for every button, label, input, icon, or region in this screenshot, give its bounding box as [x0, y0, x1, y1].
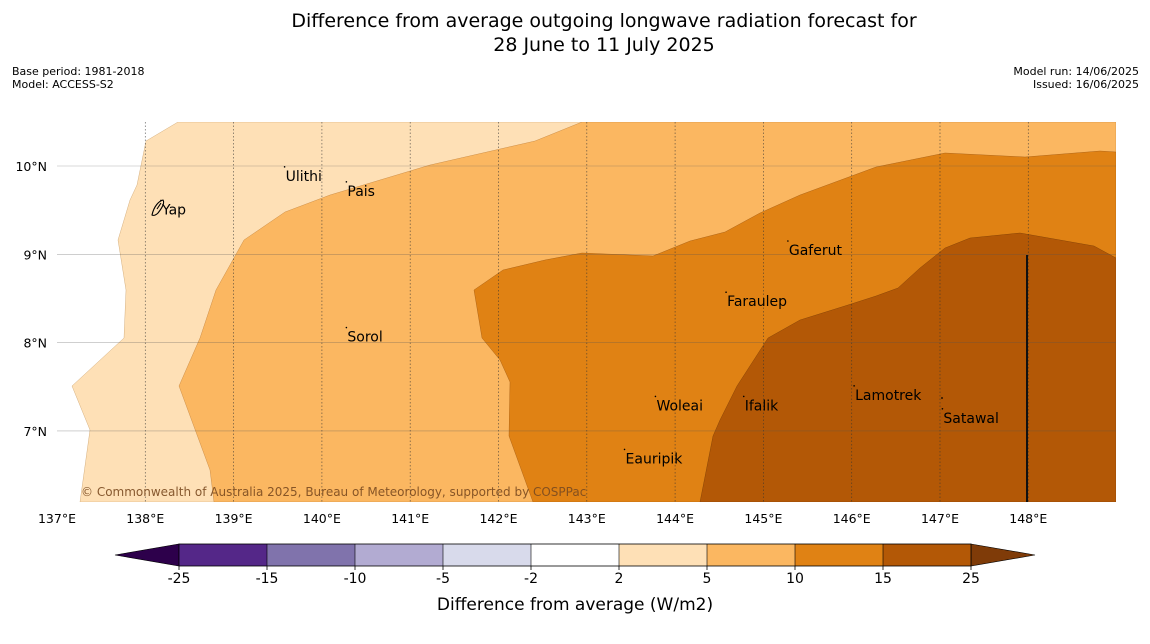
lon-tick-label: 137°E: [38, 511, 76, 526]
place-label: Lamotrek: [855, 388, 922, 404]
base-info: Base period: 1981-2018 Model: ACCESS-S2: [12, 65, 144, 91]
map-panel: [57, 122, 1116, 502]
colorbar-swatch: [179, 544, 267, 566]
colorbar-underflow-arrow: [114, 543, 180, 567]
yap-island-outline: [151, 199, 165, 216]
model-run-text: Model run: 14/06/2025: [1013, 65, 1139, 78]
place-label: Ifalik: [745, 398, 779, 414]
place-marker: [853, 385, 855, 387]
colorbar-tick-label: -15: [256, 571, 279, 587]
copyright-notice: © Commonwealth of Australia 2025, Bureau…: [81, 485, 586, 499]
title-line-2: 28 June to 11 July 2025: [493, 34, 715, 56]
colorbar-swatch: [707, 544, 795, 566]
place-marker: [941, 407, 944, 410]
colorbar-tick-label: 25: [962, 571, 980, 587]
place-marker: [623, 448, 626, 451]
colorbar-swatch: [883, 544, 971, 566]
lon-tick-label: 147°E: [921, 511, 959, 526]
colorbar-tick-label: 10: [786, 571, 804, 587]
map-gridlines: [57, 122, 1116, 502]
place-labels: Yap Ulithi Pais Gaferut Faraulep Sorol Woleai I…: [160, 166, 999, 467]
place-label: Woleai: [656, 398, 703, 414]
colorbar-tick-label: -2: [524, 571, 538, 587]
lon-tick-label: 145°E: [744, 511, 782, 526]
place-marker: [725, 291, 727, 294]
place-marker: [283, 166, 286, 168]
colorbar-tick-label: -10: [344, 571, 367, 587]
lon-tick-label: 142°E: [479, 511, 517, 526]
map-title: Difference from average outgoing longwav…: [0, 9, 1150, 57]
colorbar-swatch: [531, 544, 619, 566]
colorbar-tick-label: 2: [615, 571, 624, 587]
colorbar-overflow-arrow: [970, 543, 1036, 567]
place-label: Ulithi: [286, 169, 322, 185]
colorbar-tick-label: -25: [168, 571, 191, 587]
place-marker: [742, 395, 745, 398]
lon-tick-label: 140°E: [303, 511, 341, 526]
colorbar-swatch: [619, 544, 707, 566]
lon-tick-label: 144°E: [656, 511, 694, 526]
model-text: Model: ACCESS-S2: [12, 78, 114, 91]
colorbar-tick-label: 15: [874, 571, 892, 587]
colorbar-frame: [178, 543, 972, 567]
issued-text: Issued: 16/06/2025: [1032, 78, 1139, 91]
colorbar-swatch: [795, 544, 883, 566]
lon-tick-label: 139°E: [215, 511, 253, 526]
place-marker: [345, 181, 348, 183]
lon-tick-label: 146°E: [833, 511, 871, 526]
colorbar-swatch: [443, 544, 531, 566]
place-label: Sorol: [347, 330, 382, 346]
lat-tick-label: 8°N: [23, 336, 47, 351]
lon-tick-label: 148°E: [1009, 511, 1047, 526]
run-info: Model run: 14/06/2025 Issued: 16/06/2025: [1013, 65, 1139, 91]
place-marker: [654, 395, 657, 398]
title-line-1: Difference from average outgoing longwav…: [291, 10, 917, 32]
colorbar-label: Difference from average (W/m2): [437, 595, 713, 615]
latitude-tick-labels: 10°N 9°N 8°N 7°N: [15, 159, 47, 439]
place-label: Gaferut: [789, 243, 843, 259]
place-label: Pais: [347, 184, 375, 200]
place-label: Satawal: [943, 411, 998, 427]
lon-tick-label: 138°E: [126, 511, 164, 526]
lon-tick-label: 143°E: [568, 511, 606, 526]
lat-tick-label: 7°N: [23, 424, 47, 439]
colorbar-tick-label: -5: [436, 571, 450, 587]
place-label: Eauripik: [626, 451, 684, 467]
lat-tick-label: 9°N: [23, 247, 47, 262]
lat-tick-label: 10°N: [15, 159, 47, 174]
colorbar-tick-label: 5: [703, 571, 712, 587]
island-dot: [941, 397, 943, 399]
colorbar-swatch: [355, 544, 443, 566]
place-label: Faraulep: [727, 294, 787, 310]
place-marker: [345, 326, 348, 329]
colorbar: -25 -15 -10 -5 -2 2 5 10 15 25: [114, 543, 1036, 587]
colorbar-swatch: [267, 544, 355, 566]
longitude-tick-labels: 137°E 138°E 139°E 140°E 141°E 142°E 143°E 144°E…: [38, 511, 1047, 526]
place-marker: [787, 240, 789, 242]
base-period-text: Base period: 1981-2018: [12, 65, 145, 78]
place-label: Yap: [161, 202, 186, 218]
anomaly-region-15-to-25: [699, 232, 1116, 502]
lon-tick-label: 141°E: [391, 511, 429, 526]
